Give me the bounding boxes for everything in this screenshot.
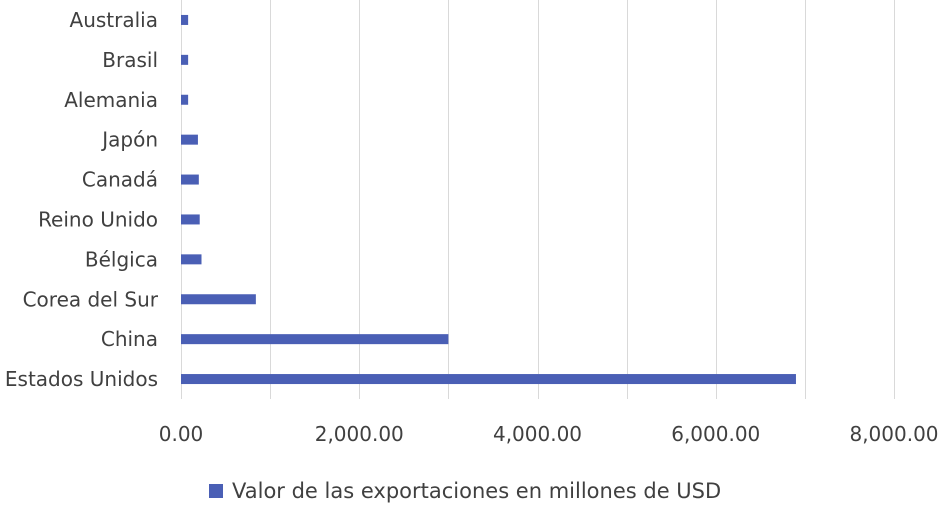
bar [181, 374, 796, 385]
gridlines [181, 0, 895, 399]
x-tick-label: 6,000.00 [671, 422, 760, 446]
bar [181, 54, 189, 65]
category-label: Japón [100, 128, 158, 152]
category-label: Reino Unido [38, 207, 158, 231]
bar [181, 14, 189, 25]
category-label: Bélgica [85, 247, 158, 271]
bar [181, 214, 200, 225]
x-tick-label: 4,000.00 [493, 422, 582, 446]
bar [181, 294, 256, 305]
x-tick-label: 8,000.00 [849, 422, 938, 446]
legend-label: Valor de las exportaciones en millones d… [232, 479, 722, 503]
bar [181, 254, 202, 265]
bar [181, 134, 198, 145]
category-label: Alemania [64, 88, 158, 112]
category-label: Australia [70, 8, 158, 32]
tick-labels: 0.00 2,000.00 4,000.00 6,000.00 8,000.00 [159, 422, 938, 446]
category-label: Brasil [102, 48, 158, 72]
bars [181, 14, 796, 385]
legend-swatch [209, 484, 223, 498]
x-tick-label: 2,000.00 [315, 422, 404, 446]
category-label: Estados Unidos [5, 367, 158, 391]
bar [181, 174, 199, 185]
category-label: Canadá [82, 168, 158, 192]
legend: Valor de las exportaciones en millones d… [209, 476, 721, 506]
category-label: China [101, 327, 158, 351]
x-tick-label: 0.00 [159, 422, 204, 446]
category-labels: Estados Unidos China Corea del Sur Bélgica R… [5, 8, 159, 391]
category-label: Corea del Sur [23, 287, 159, 311]
bar [181, 94, 189, 105]
bar [181, 334, 449, 345]
